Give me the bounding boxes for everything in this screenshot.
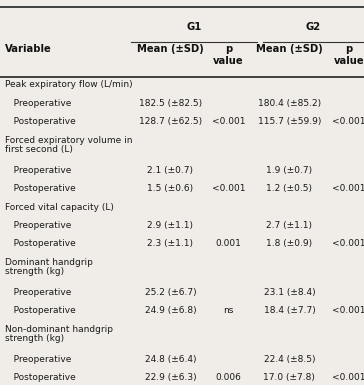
Text: 1.2 (±0.5): 1.2 (±0.5) [266,184,312,193]
Text: 115.7 (±59.9): 115.7 (±59.9) [258,117,321,126]
Text: Preoperative: Preoperative [5,355,71,364]
Text: 23.1 (±8.4): 23.1 (±8.4) [264,288,315,297]
Text: Postoperative: Postoperative [5,184,75,193]
Text: 24.8 (±6.4): 24.8 (±6.4) [145,355,196,364]
Text: <0.001: <0.001 [332,117,364,126]
Text: Preoperative: Preoperative [5,99,71,107]
Text: p
value: p value [213,44,244,66]
Text: <0.001: <0.001 [332,373,364,382]
Text: 2.3 (±1.1): 2.3 (±1.1) [147,239,193,248]
Text: Preoperative: Preoperative [5,288,71,297]
Text: strength (kg): strength (kg) [5,334,64,343]
Text: Postoperative: Postoperative [5,306,75,315]
Text: Mean (±SD): Mean (±SD) [256,44,323,54]
Text: <0.001: <0.001 [332,184,364,193]
Text: Postoperative: Postoperative [5,239,75,248]
Text: 2.1 (±0.7): 2.1 (±0.7) [147,166,193,174]
Text: Preoperative: Preoperative [5,221,71,230]
Text: Mean (±SD): Mean (±SD) [137,44,204,54]
Text: Dominant handgrip: Dominant handgrip [5,258,92,267]
Text: first second (L): first second (L) [5,145,72,154]
Text: 1.5 (±0.6): 1.5 (±0.6) [147,184,193,193]
Text: Postoperative: Postoperative [5,373,75,382]
Text: <0.001: <0.001 [332,239,364,248]
Text: 1.9 (±0.7): 1.9 (±0.7) [266,166,312,174]
Text: 128.7 (±62.5): 128.7 (±62.5) [139,117,202,126]
Text: <0.001: <0.001 [332,306,364,315]
Text: <0.001: <0.001 [212,117,245,126]
Text: G2: G2 [306,22,321,32]
Text: Peak expiratory flow (L/min): Peak expiratory flow (L/min) [5,80,132,89]
Text: 22.9 (±6.3): 22.9 (±6.3) [145,373,196,382]
Text: 0.006: 0.006 [215,373,242,382]
Text: Forced vital capacity (L): Forced vital capacity (L) [5,203,114,211]
Text: p
value: p value [333,44,364,66]
Text: 22.4 (±8.5): 22.4 (±8.5) [264,355,315,364]
Text: 182.5 (±82.5): 182.5 (±82.5) [139,99,202,107]
Text: 0.001: 0.001 [215,239,242,248]
Text: 17.0 (±7.8): 17.0 (±7.8) [264,373,315,382]
Text: strength (kg): strength (kg) [5,267,64,276]
Text: 180.4 (±85.2): 180.4 (±85.2) [258,99,321,107]
Text: 2.7 (±1.1): 2.7 (±1.1) [266,221,312,230]
Text: Non-dominant handgrip: Non-dominant handgrip [5,325,113,334]
Text: 25.2 (±6.7): 25.2 (±6.7) [145,288,196,297]
Text: 18.4 (±7.7): 18.4 (±7.7) [264,306,315,315]
Text: ns: ns [223,306,234,315]
Text: 2.9 (±1.1): 2.9 (±1.1) [147,221,193,230]
Text: Postoperative: Postoperative [5,117,75,126]
Text: Preoperative: Preoperative [5,166,71,174]
Text: 24.9 (±6.8): 24.9 (±6.8) [145,306,196,315]
Text: G1: G1 [186,22,202,32]
Text: 1.8 (±0.9): 1.8 (±0.9) [266,239,312,248]
Text: Forced expiratory volume in: Forced expiratory volume in [5,136,132,144]
Text: <0.001: <0.001 [212,184,245,193]
Text: Variable: Variable [5,44,51,54]
